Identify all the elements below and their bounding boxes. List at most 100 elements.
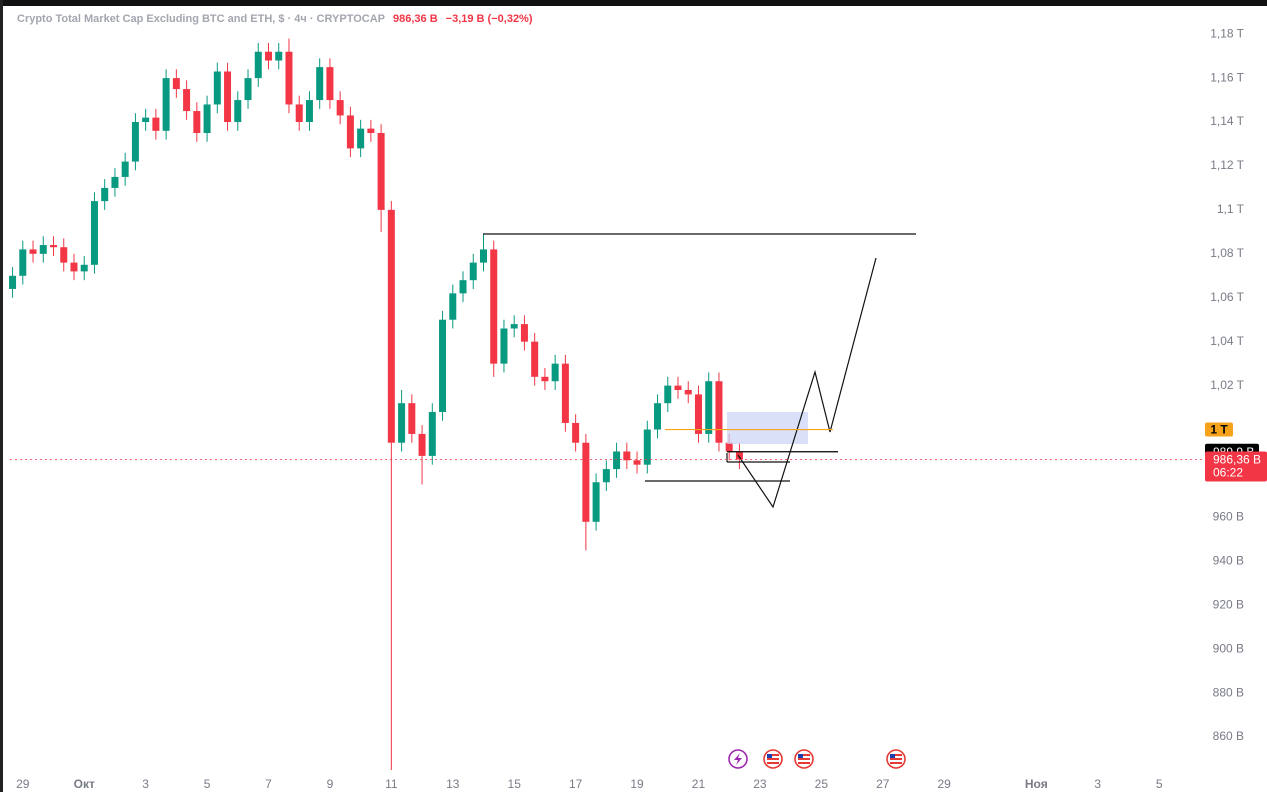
candle-body [490, 249, 498, 364]
x-tick-label: 15 [508, 777, 522, 791]
candle-body [613, 451, 621, 470]
price-badge-label: 986,36 B [1213, 453, 1261, 467]
plot: 860 B 880 B 900 B 920 B 940 B 960 B 1,02 T 1,04… [9, 26, 1245, 791]
y-tick-label: 1,04 T [1210, 334, 1244, 348]
y-tick-label: 1,02 T [1210, 378, 1244, 392]
header: Crypto Total Market Cap Excluding BTC an… [17, 13, 533, 25]
candle-body [623, 451, 631, 461]
top-bezel [0, 0, 1267, 6]
x-tick-label: 27 [876, 777, 890, 791]
flag-icon [886, 749, 906, 769]
y-tick-label: 960 B [1213, 510, 1244, 524]
candle-body [142, 117, 150, 123]
candle-body [561, 363, 569, 423]
price-badge-label: 1 T [1210, 423, 1228, 437]
y-tick-label: 1,16 T [1210, 70, 1244, 84]
candle-body [90, 201, 98, 265]
candle-body [633, 460, 641, 465]
candle-body [408, 403, 416, 434]
price-countdown: 06:22 [1213, 466, 1243, 480]
candle-body [582, 442, 590, 522]
candle-body [510, 324, 518, 329]
candle-body [602, 469, 610, 483]
candle-body [213, 71, 221, 105]
x-tick-label: 17 [569, 777, 583, 791]
y-tick-label: 920 B [1213, 597, 1244, 611]
candle-body [531, 341, 539, 377]
candle-body [152, 117, 160, 131]
candle-body [541, 376, 549, 382]
candle-body [684, 390, 692, 395]
candle-body [387, 209, 395, 443]
candle-body [705, 381, 713, 434]
candle-body [60, 247, 68, 263]
candle-body [29, 249, 37, 254]
candle-body [725, 442, 733, 452]
chart-title: Crypto Total Market Cap Excluding BTC an… [17, 13, 385, 25]
candle-body [459, 280, 467, 294]
x-tick-label: 21 [692, 777, 706, 791]
candle-body [572, 422, 580, 443]
candle-body [305, 100, 313, 123]
candle-body [19, 249, 27, 276]
candle-body [735, 451, 743, 460]
candle-body [9, 275, 17, 289]
candle-body [346, 115, 354, 149]
x-tick-label: 23 [753, 777, 767, 791]
price-badge [1205, 451, 1267, 482]
candle-body [285, 51, 293, 105]
candle-body [80, 264, 88, 272]
x-tick-label: 29 [937, 777, 951, 791]
candle-body [162, 78, 170, 131]
candle-body [664, 385, 672, 404]
zone-box [727, 412, 808, 444]
y-tick-label: 1,06 T [1210, 290, 1244, 304]
event-icon [734, 753, 742, 765]
candle-body [592, 482, 600, 522]
candle-body [336, 100, 344, 116]
candle-body [50, 245, 58, 248]
y-tick-label: 1,14 T [1210, 114, 1244, 128]
y-tick-label: 860 B [1213, 729, 1244, 743]
candle-body [439, 319, 447, 412]
x-tick-label: 7 [265, 777, 272, 791]
x-tick-label: 3 [1094, 777, 1101, 791]
flag-icon [794, 749, 814, 769]
candle-body [316, 67, 324, 101]
y-tick-label: 1,08 T [1210, 246, 1244, 260]
candle-body [172, 78, 180, 90]
candle-body [295, 104, 303, 123]
y-tick-label: 880 B [1213, 685, 1244, 699]
x-tick-label: 25 [815, 777, 829, 791]
candle-body [326, 67, 334, 101]
x-tick-label: 5 [204, 777, 211, 791]
candle-body [224, 71, 232, 123]
candle-body [203, 104, 211, 134]
y-tick-label: 900 B [1213, 641, 1244, 655]
candle-body [131, 122, 139, 162]
x-tick-label: 3 [142, 777, 149, 791]
candle-body [674, 385, 682, 390]
candle-body [357, 128, 365, 149]
candle-body [367, 128, 375, 134]
projection-path [737, 257, 877, 509]
candle-body [715, 381, 723, 443]
candle-body [111, 176, 119, 188]
candle-body [275, 51, 283, 61]
candle-body [70, 262, 78, 272]
candle-body [264, 51, 272, 61]
candle-body [694, 394, 702, 434]
event-icons [728, 749, 906, 769]
candle-body [244, 78, 252, 101]
candle-body [479, 249, 487, 263]
x-tick-label: Ноя [1025, 777, 1048, 791]
candle-body [183, 89, 191, 112]
x-tick-label: 9 [327, 777, 334, 791]
last-price: 986,36 B [393, 13, 438, 25]
candle-body [398, 403, 406, 443]
candle-body [39, 245, 47, 254]
x-tick-label: 5 [1156, 777, 1163, 791]
candle-body [234, 100, 242, 123]
flag-icon [763, 749, 783, 769]
